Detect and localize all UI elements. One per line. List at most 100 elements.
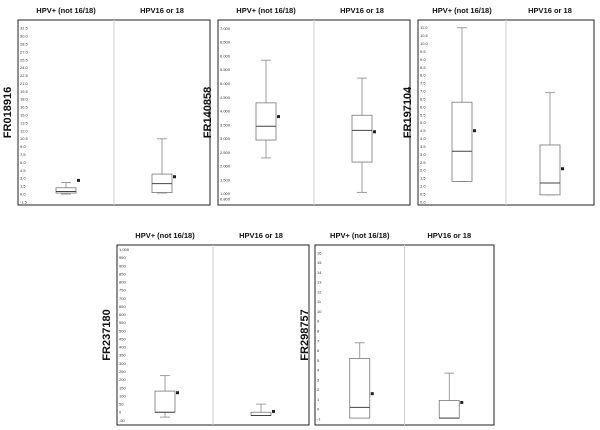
y-axis-title: FR298757 bbox=[299, 309, 311, 360]
y-tick-label: 400 bbox=[119, 345, 126, 350]
y-tick-label: 6.0 bbox=[20, 160, 26, 165]
y-tick-label: 6.500 bbox=[220, 40, 231, 45]
y-tick-label: 8.0 bbox=[420, 73, 426, 78]
y-tick-label: 13.5 bbox=[20, 120, 29, 125]
y-tick-label: 0.0 bbox=[20, 192, 26, 197]
y-tick-label: 5.5 bbox=[420, 112, 426, 117]
y-axis-title: FR140858 bbox=[202, 87, 214, 138]
y-tick-label: 24.0 bbox=[20, 65, 29, 70]
y-tick-label: 900 bbox=[119, 263, 126, 268]
iqr-box bbox=[349, 358, 371, 419]
group-title: HPV+ (not 16/18) bbox=[135, 231, 195, 240]
y-tick-label: 27.0 bbox=[20, 49, 29, 54]
y-tick-label: 15 bbox=[317, 260, 322, 265]
mean-marker bbox=[373, 130, 376, 134]
y-tick-label: 11 bbox=[317, 299, 322, 304]
y-tick-label: 100 bbox=[119, 393, 126, 398]
y-tick-label: 850 bbox=[119, 271, 126, 276]
y-tick-label: 3.500 bbox=[220, 122, 231, 127]
mean-marker bbox=[473, 129, 476, 133]
y-tick-label: 0 bbox=[317, 407, 320, 412]
y-tick-label: 30.0 bbox=[20, 34, 29, 39]
y-tick-label: 950 bbox=[119, 255, 126, 260]
y-tick-label: 5 bbox=[317, 358, 320, 363]
y-tick-label: 14 bbox=[317, 270, 322, 275]
y-tick-label: 1.5 bbox=[20, 184, 26, 189]
group-title: HPV16 or 18 bbox=[427, 231, 471, 240]
y-tick-label: -50 bbox=[119, 418, 126, 423]
y-tick-label: 11.0 bbox=[420, 25, 428, 30]
y-tick-label: 6.5 bbox=[420, 96, 426, 101]
iqr-box bbox=[539, 144, 561, 196]
chart-panel-3: HPV+ (not 16/18) HPV16 or 18 FR197104 0.0 0.… bbox=[402, 6, 595, 206]
y-tick-label: 4 bbox=[317, 368, 320, 373]
y-tick-label: 5.000 bbox=[220, 81, 231, 86]
y-tick-label: 150 bbox=[119, 385, 126, 390]
mean-marker bbox=[561, 167, 564, 171]
y-tick-label: 650 bbox=[119, 304, 126, 309]
y-tick-label: 21.0 bbox=[20, 81, 29, 86]
y-tick-label: 4.5 bbox=[420, 128, 426, 133]
y-tick-label: 31.5 bbox=[20, 26, 29, 31]
iqr-box bbox=[451, 101, 473, 182]
y-tick-label: 5.0 bbox=[420, 120, 426, 125]
iqr-box bbox=[154, 390, 176, 413]
y-tick-label: 10 bbox=[317, 309, 322, 314]
y-tick-label: 4.000 bbox=[220, 109, 231, 114]
y-tick-label: 9 bbox=[317, 319, 320, 324]
y-tick-label: 6.0 bbox=[420, 104, 426, 109]
y-tick-label: 15.0 bbox=[20, 113, 29, 118]
y-tick-label: 7.000 bbox=[220, 26, 231, 31]
y-tick-label: 3 bbox=[317, 377, 320, 382]
y-tick-label: 1,000 bbox=[119, 247, 130, 252]
y-tick-label: -1.5 bbox=[20, 199, 28, 204]
y-tick-label: 1.500 bbox=[220, 177, 231, 182]
y-tick-label: 8 bbox=[317, 328, 320, 333]
y-tick-label: 2.0 bbox=[420, 168, 426, 173]
y-tick-label: 0.800 bbox=[220, 197, 231, 202]
y-tick-label: 250 bbox=[119, 369, 126, 374]
group-title: HPV+ (not 16/18) bbox=[432, 6, 492, 15]
mean-marker bbox=[460, 400, 464, 404]
group-title: HPV16 or 18 bbox=[239, 231, 283, 240]
y-tick-label: 2.500 bbox=[220, 150, 231, 155]
mean-marker bbox=[272, 409, 275, 413]
mean-marker bbox=[173, 175, 176, 179]
iqr-box bbox=[255, 102, 277, 141]
group-title: HPV16 or 18 bbox=[340, 6, 384, 15]
y-tick-label: 750 bbox=[119, 288, 126, 293]
y-tick-label: -1 bbox=[317, 416, 321, 421]
y-tick-label: 7.5 bbox=[420, 81, 426, 86]
y-tick-label: 1 bbox=[317, 397, 320, 402]
y-tick-label: 7.0 bbox=[420, 89, 426, 94]
y-tick-label: 600 bbox=[119, 312, 126, 317]
y-tick-label: 8.5 bbox=[420, 65, 426, 70]
y-tick-label: 18.0 bbox=[20, 97, 29, 102]
y-tick-label: 0.0 bbox=[420, 199, 426, 204]
y-axis-title: FR018916 bbox=[2, 87, 14, 138]
group-title: HPV+ (not 16/18) bbox=[36, 6, 96, 15]
mean-marker bbox=[370, 392, 374, 396]
y-tick-label: 50 bbox=[119, 402, 124, 407]
mean-marker bbox=[77, 178, 80, 182]
iqr-box bbox=[55, 187, 77, 194]
y-tick-label: 1.0 bbox=[420, 184, 426, 189]
chart-panel-1: HPV+ (not 16/18) HPV16 or 18 FR018916 -1.5 0… bbox=[2, 6, 211, 206]
y-tick-label: 3.000 bbox=[220, 136, 231, 141]
chart-panel-2: HPV+ (not 16/18) HPV16 or 18 FR140858 0.800… bbox=[202, 6, 411, 206]
y-tick-label: 4.5 bbox=[20, 168, 26, 173]
y-tick-label: 500 bbox=[119, 328, 126, 333]
chart-panel-5: HPV+ (not 16/18) HPV16 or 18FR298757-1012… bbox=[299, 231, 495, 426]
y-tick-label: 9.5 bbox=[420, 49, 426, 54]
y-tick-label: 10.0 bbox=[420, 41, 429, 46]
group-title: HPV16 or 18 bbox=[528, 6, 572, 15]
y-tick-label: 7 bbox=[317, 338, 320, 343]
y-tick-label: 2.000 bbox=[220, 164, 231, 169]
y-tick-label: 9.0 bbox=[420, 57, 426, 62]
y-tick-label: 7.5 bbox=[20, 152, 26, 157]
y-tick-label: 300 bbox=[119, 361, 126, 366]
group-title: HPV+ (not 16/18) bbox=[236, 6, 296, 15]
y-tick-label: 200 bbox=[119, 377, 126, 382]
y-axis-title: FR197104 bbox=[402, 86, 414, 138]
